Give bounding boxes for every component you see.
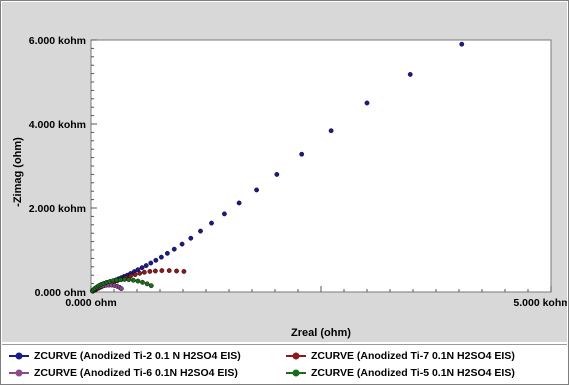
data-point [188,235,194,241]
legend-dot [15,369,23,377]
data-point [139,265,145,271]
data-point [118,277,123,283]
data-point [164,250,170,256]
legend-item: ZCURVE (Anodized Ti-2 0.1 N H2SO4 EIS) [8,348,241,364]
legend-marker-icon [9,369,29,377]
y-tick-label: 6.000 kohm [29,35,86,47]
data-point [152,268,158,274]
y-axis-title: -Zimag (ohm) [12,137,24,207]
y-axis: 0.000 ohm 2.000 kohm 4.000 kohm 6.000 kohm [29,35,97,299]
data-point [130,277,136,283]
x-tick-label: 5.000 kohm [513,297,567,309]
data-point [236,200,242,206]
data-point [166,268,172,273]
legend-label: ZCURVE (Anodized Ti-7 0.1N H2SO4 EIS) [311,350,515,362]
data-point [174,268,179,274]
data-series [89,41,465,294]
x-tick-label: 0.000 ohm [65,297,116,309]
legend-item: ZCURVE (Anodized Ti-6 0.1N H2SO4 EIS) [8,365,238,381]
data-point [143,263,149,268]
x-axis-title: Zreal (ohm) [291,327,351,339]
y-tick-label: 4.000 kohm [29,119,86,131]
legend-marker-icon [286,369,306,377]
plot-area [90,39,552,293]
legend-label: ZCURVE (Anodized Ti-6 0.1N H2SO4 EIS) [34,367,238,379]
legend-label: ZCURVE (Anodized Ti-2 0.1 N H2SO4 EIS) [34,350,241,362]
x-axis: 0.000 ohm 5.000 kohm [65,286,567,309]
legend-marker-icon [9,352,29,360]
legend-marker-icon [286,352,306,360]
legend-item: ZCURVE (Anodized Ti-7 0.1N H2SO4 EIS) [285,348,515,364]
data-point [407,72,413,77]
y-tick-label: 0.000 ohm [35,287,86,299]
data-point [118,286,124,292]
data-point [299,151,305,157]
legend-dot [292,352,300,360]
legend-dot [292,369,300,377]
data-point [459,41,465,47]
legend-item: ZCURVE (Anodized Ti-5 0.1N H2SO4 EIS) [285,365,515,381]
data-point [148,260,154,266]
data-point [328,128,334,134]
series-4 [89,276,154,294]
data-point [140,279,145,285]
data-point [274,171,280,177]
data-point [132,272,138,277]
data-point [137,270,143,276]
y-tick-label: 2.000 kohm [29,203,86,215]
data-point [171,246,177,252]
legend: ZCURVE (Anodized Ti-2 0.1 N H2SO4 EIS) ZC… [2,344,567,384]
data-point [364,100,370,106]
data-point [198,228,203,234]
legend-label: ZCURVE (Anodized Ti-5 0.1N H2SO4 EIS) [311,367,515,379]
data-point [147,269,153,274]
data-point [144,281,150,287]
plot-panel: 0.000 ohm 2.000 kohm 4.000 kohm 6.000 kohm … [2,2,567,342]
data-point [122,276,127,282]
data-point [221,211,227,217]
data-point [179,241,185,247]
data-point [159,268,165,273]
data-point [181,269,187,274]
data-point [135,278,141,284]
data-point [126,277,132,283]
data-point [153,257,159,263]
data-point [148,283,154,289]
data-point [158,254,164,260]
data-point [254,187,260,193]
legend-dot [15,352,23,360]
data-point [141,269,147,275]
data-point [209,220,214,226]
